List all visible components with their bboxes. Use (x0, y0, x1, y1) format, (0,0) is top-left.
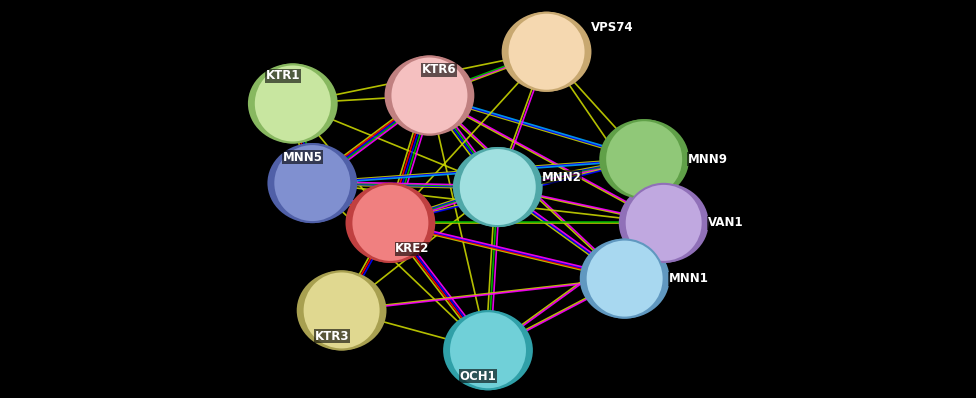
Text: VPS74: VPS74 (590, 21, 633, 34)
Ellipse shape (390, 57, 468, 135)
Text: VAN1: VAN1 (708, 217, 744, 229)
Ellipse shape (303, 271, 381, 349)
Ellipse shape (443, 310, 533, 390)
Ellipse shape (267, 143, 357, 223)
Ellipse shape (508, 13, 586, 91)
Ellipse shape (449, 311, 527, 389)
Ellipse shape (459, 148, 537, 226)
Text: MNN2: MNN2 (542, 171, 582, 183)
Text: KTR3: KTR3 (314, 330, 349, 343)
Text: KRE2: KRE2 (395, 242, 429, 255)
Text: KTR1: KTR1 (265, 69, 301, 82)
Ellipse shape (586, 240, 664, 318)
Ellipse shape (346, 183, 435, 263)
Ellipse shape (273, 144, 351, 222)
Ellipse shape (385, 55, 474, 136)
Ellipse shape (605, 120, 683, 198)
Ellipse shape (502, 12, 591, 92)
Ellipse shape (625, 184, 703, 262)
Ellipse shape (453, 147, 543, 227)
Ellipse shape (297, 270, 386, 351)
Ellipse shape (580, 238, 670, 319)
Text: KTR6: KTR6 (422, 63, 457, 76)
Ellipse shape (254, 64, 332, 142)
Text: MNN9: MNN9 (688, 153, 728, 166)
Ellipse shape (599, 119, 689, 199)
Ellipse shape (351, 184, 429, 262)
Text: MNN1: MNN1 (669, 272, 709, 285)
Ellipse shape (619, 183, 709, 263)
Ellipse shape (248, 63, 338, 144)
Text: OCH1: OCH1 (460, 370, 497, 382)
Text: MNN5: MNN5 (283, 151, 322, 164)
